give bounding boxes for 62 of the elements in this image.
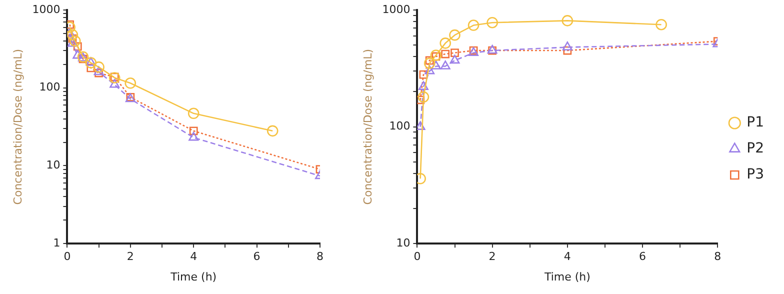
y-tick-label: 1 [53,236,60,250]
point [441,50,450,58]
point [418,81,428,90]
point [449,29,460,41]
point [450,48,459,57]
y-tick-label: 1000 [382,2,410,16]
point [67,29,78,40]
x-tick-label: 0 [64,250,71,264]
point [440,38,452,49]
point [425,56,434,65]
point [67,38,78,47]
point [430,60,441,70]
point [93,61,104,73]
legend-label: P3 [746,166,764,183]
x-tick-label: 8 [714,250,722,264]
y-tick-label: 1000 [32,2,60,16]
point [468,20,480,31]
x-tick-label: 2 [488,250,496,264]
x-axis-title: Time (h) [170,270,217,284]
point [110,78,120,88]
point [188,108,200,120]
point [72,50,83,59]
point [419,70,428,79]
x-axis-title: Time (h) [543,270,590,284]
y-tick-label: 100 [39,80,60,94]
point [189,126,198,136]
point [424,58,436,69]
y-tick-label: 100 [389,120,410,133]
x-tick-label: 4 [564,250,571,264]
point [486,16,498,28]
point [656,18,667,30]
point [69,35,81,47]
legend-label: P1 [746,114,764,131]
point [418,91,430,103]
point [430,50,442,61]
point [85,57,97,68]
x-tick-label: 4 [190,250,198,264]
x-tick-label: 6 [253,250,260,264]
point [94,68,103,78]
x-tick-label: 6 [639,250,646,264]
point [86,57,96,66]
y-axis-title: Concentration/Dose (ng/mL) [11,48,24,205]
point [73,42,82,51]
legend-label: P2 [746,140,764,157]
y-tick-label: 10 [396,236,410,250]
x-tick-label: 2 [126,250,134,264]
point [188,132,199,141]
point [562,42,572,50]
point [266,125,278,137]
point [124,77,136,89]
point [68,34,77,43]
point [67,20,74,29]
y-tick-label: 10 [46,158,60,172]
point [562,15,574,26]
point [450,54,460,64]
y-axis-title: Concentration/Dose (ng/mL) [361,48,374,205]
point [94,66,104,76]
point [440,60,450,70]
x-tick-label: 8 [316,250,324,264]
x-tick-label: 0 [414,250,421,264]
point [424,65,435,74]
point [417,96,424,104]
